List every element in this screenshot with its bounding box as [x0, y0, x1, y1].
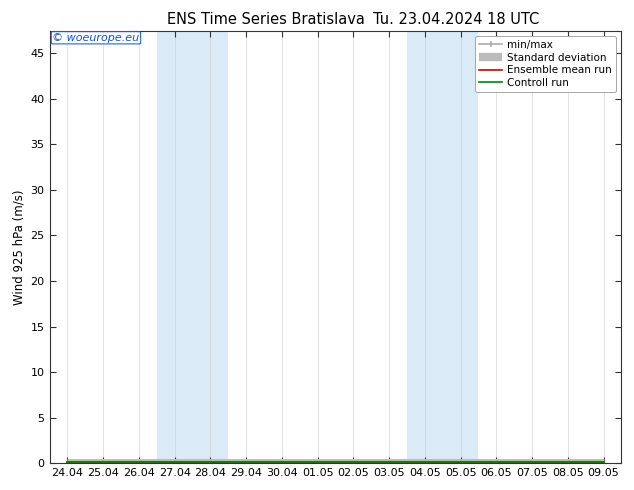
Text: Tu. 23.04.2024 18 UTC: Tu. 23.04.2024 18 UTC [373, 12, 540, 27]
Y-axis label: Wind 925 hPa (m/s): Wind 925 hPa (m/s) [12, 189, 25, 305]
Text: ENS Time Series Bratislava: ENS Time Series Bratislava [167, 12, 365, 27]
Bar [407, 30, 479, 463]
Bar [157, 30, 228, 463]
Legend: min/max, Standard deviation, Ensemble mean run, Controll run: min/max, Standard deviation, Ensemble me… [475, 36, 616, 92]
Text: © woeurope.eu: © woeurope.eu [53, 33, 139, 43]
